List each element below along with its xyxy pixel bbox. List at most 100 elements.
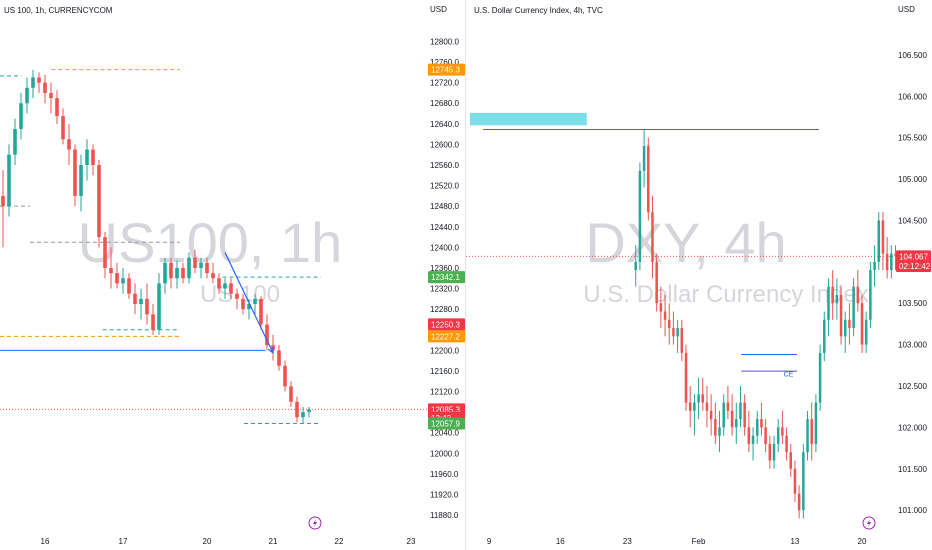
y-tick-label: 104.500 bbox=[898, 216, 927, 225]
candle-body bbox=[797, 493, 801, 511]
candle-body bbox=[835, 294, 839, 304]
pane-divider[interactable] bbox=[465, 0, 466, 550]
y-tick-label: 12120.0 bbox=[430, 388, 459, 397]
y-tick-label: 12720.0 bbox=[430, 79, 459, 88]
lightning-icon bbox=[308, 516, 322, 530]
y-tick-label: 12560.0 bbox=[430, 161, 459, 170]
candle-body bbox=[31, 77, 35, 88]
candle-body bbox=[709, 410, 713, 420]
candle-body bbox=[885, 253, 889, 271]
candle-body bbox=[856, 286, 860, 304]
candle-body bbox=[638, 170, 642, 262]
candle-body bbox=[776, 427, 780, 444]
candle-body bbox=[697, 394, 700, 403]
candle-body bbox=[55, 98, 59, 117]
candle-body bbox=[235, 293, 239, 299]
candle-body bbox=[831, 286, 834, 304]
y-tick-label: 12800.0 bbox=[430, 37, 459, 46]
candle-body bbox=[751, 435, 755, 444]
currency-label: USD bbox=[430, 5, 447, 14]
x-tick-label: 20 bbox=[203, 537, 212, 546]
candle-body bbox=[768, 443, 772, 461]
candle-body bbox=[848, 319, 851, 329]
x-tick-label: 13 bbox=[790, 537, 799, 546]
candle-body bbox=[175, 267, 179, 279]
y-tick-label: 102.500 bbox=[898, 382, 927, 391]
candle-body bbox=[655, 261, 658, 304]
price-tag-label: 12745.3 bbox=[431, 66, 460, 75]
candle-body bbox=[19, 103, 23, 129]
candle-body bbox=[726, 402, 730, 411]
candle-body bbox=[253, 298, 257, 304]
y-tick-label: 105.500 bbox=[898, 134, 927, 143]
candle-body bbox=[823, 319, 826, 353]
candle-body bbox=[139, 298, 143, 304]
candle-body bbox=[718, 427, 721, 436]
candle-body bbox=[73, 149, 77, 196]
watermark-description: US 100 bbox=[200, 281, 280, 308]
candle-body bbox=[265, 324, 269, 346]
candle-body bbox=[814, 402, 818, 444]
candle-body bbox=[1, 195, 5, 207]
candle-body bbox=[193, 257, 197, 268]
price-tag-label: 104.067 bbox=[899, 252, 928, 261]
candle-body bbox=[109, 267, 113, 274]
candle-body bbox=[7, 154, 11, 207]
y-tick-label: 12160.0 bbox=[430, 367, 459, 376]
candle-body bbox=[843, 319, 847, 337]
candle-body bbox=[283, 365, 287, 387]
candle-body bbox=[663, 311, 667, 320]
candle-body bbox=[688, 402, 692, 411]
candle-body bbox=[864, 319, 868, 345]
candle-body bbox=[827, 286, 830, 320]
candle-body bbox=[211, 273, 215, 279]
candle-body bbox=[772, 443, 776, 461]
watermark-symbol: DXY, 4h bbox=[585, 211, 786, 274]
x-tick-label: 16 bbox=[556, 537, 565, 546]
x-tick-label: Feb bbox=[692, 537, 706, 546]
candle-body bbox=[13, 128, 17, 155]
supply-zone bbox=[469, 112, 587, 126]
candle-body bbox=[647, 146, 650, 213]
candle-body bbox=[133, 293, 137, 304]
currency-label: USD bbox=[898, 5, 915, 14]
dxy-chart-pane[interactable]: U.S. Dollar Currency Index, 4h, TVC USD DX… bbox=[466, 0, 932, 550]
y-tick-label: 12760.0 bbox=[430, 58, 459, 67]
y-tick-label: 12200.0 bbox=[430, 346, 459, 355]
candle-body bbox=[61, 116, 65, 140]
candle-body bbox=[714, 419, 717, 436]
lightning-icon-glyph bbox=[313, 519, 317, 527]
price-tag-label: 12342.1 bbox=[431, 273, 460, 282]
price-tag bbox=[428, 271, 465, 284]
candle-body bbox=[806, 419, 809, 453]
y-tick-label: 101.500 bbox=[898, 465, 927, 474]
candle-body bbox=[680, 328, 684, 353]
candle-body bbox=[277, 350, 281, 366]
y-tick-label: 12000.0 bbox=[430, 449, 459, 458]
candle-body bbox=[121, 278, 125, 284]
candle-body bbox=[157, 283, 161, 330]
candle-body bbox=[802, 452, 805, 511]
candle-body bbox=[860, 303, 864, 345]
candle-body bbox=[67, 139, 71, 150]
candle-body bbox=[739, 402, 742, 420]
projection-arrowhead bbox=[267, 346, 274, 355]
x-tick-label: 20 bbox=[858, 537, 867, 546]
candle-body bbox=[301, 412, 305, 418]
candle-body bbox=[223, 283, 227, 289]
y-tick-label: 12640.0 bbox=[430, 120, 459, 129]
y-tick-label: 106.500 bbox=[898, 51, 927, 60]
candle-body bbox=[241, 298, 245, 310]
candle-body bbox=[634, 261, 637, 271]
candle-body bbox=[163, 262, 167, 284]
candle-body bbox=[667, 319, 671, 329]
candle-body bbox=[693, 402, 696, 411]
candle-body bbox=[869, 270, 872, 320]
candle-body bbox=[852, 286, 855, 329]
x-tick-label: 23 bbox=[623, 537, 632, 546]
candle-body bbox=[760, 419, 763, 428]
candle-body bbox=[43, 82, 47, 93]
y-tick-label: 12480.0 bbox=[430, 202, 459, 211]
candle-body bbox=[735, 419, 738, 428]
